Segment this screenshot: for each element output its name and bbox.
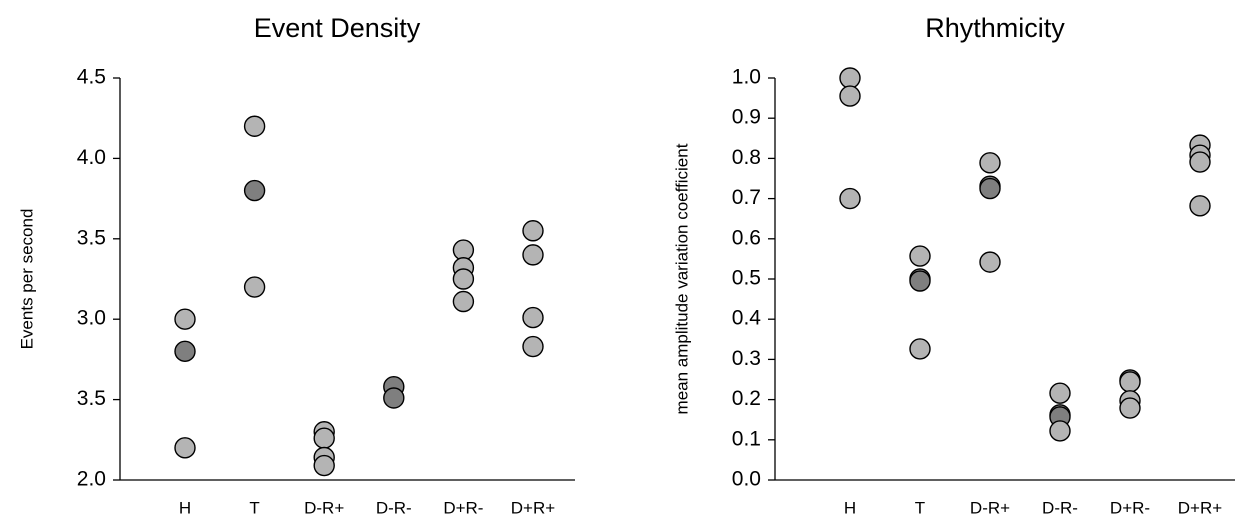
y-tick-label: 0.3 (732, 347, 761, 370)
point (522, 335, 544, 358)
point (243, 276, 266, 298)
point (383, 387, 405, 409)
y-tick-label: 3.0 (77, 307, 106, 330)
x-tick-label: D-R+ (304, 498, 344, 517)
point (313, 454, 335, 477)
point (452, 268, 475, 290)
y-tick-label: 0.7 (732, 186, 761, 209)
y-tick-label: 0.0 (732, 468, 761, 491)
point (979, 251, 1001, 273)
point (979, 177, 1001, 200)
y-axis-label: mean amplitude variation coefficient (672, 143, 691, 414)
y-tick-label: 0.6 (732, 226, 761, 249)
point (839, 187, 861, 210)
y-tick-label: 1.0 (732, 66, 761, 89)
point (243, 115, 266, 137)
point (839, 85, 861, 107)
point (1189, 195, 1211, 217)
x-tick-label: D-R- (1042, 498, 1078, 517)
x-tick-label: T (915, 498, 925, 517)
point (522, 220, 544, 242)
x-tick-label: H (179, 498, 191, 517)
point (522, 306, 544, 329)
y-tick-label: 0.5 (732, 267, 761, 290)
point (1119, 371, 1141, 393)
point (1189, 151, 1211, 173)
y-tick-label: 4.5 (77, 66, 106, 89)
x-tick-label: D+R- (1110, 498, 1150, 517)
point (243, 179, 266, 202)
point (909, 270, 931, 292)
x-tick-label: D+R+ (1178, 498, 1222, 517)
point (979, 152, 1001, 174)
point (839, 67, 861, 89)
y-tick-label: 0.8 (732, 146, 761, 169)
x-tick-label: D-R- (376, 498, 412, 517)
y-tick-label: 3.5 (77, 387, 106, 410)
x-tick-label: T (249, 498, 259, 517)
point (1049, 382, 1071, 404)
point (452, 290, 475, 313)
x-tick-label: D-R+ (970, 498, 1010, 517)
point (174, 437, 196, 459)
y-tick-label: 0.2 (732, 387, 761, 410)
point (522, 244, 544, 266)
point (1119, 397, 1141, 419)
y-tick-label: 2.0 (77, 468, 106, 491)
point (174, 308, 196, 330)
chart-title: Event Density (254, 13, 421, 43)
y-tick-label: 3.5 (77, 226, 106, 249)
point (909, 245, 931, 267)
x-tick-label: D+R+ (511, 498, 555, 517)
point (313, 427, 335, 449)
point (1049, 420, 1071, 442)
y-tick-label: 0.1 (732, 427, 761, 450)
chart-title: Rhythmicity (925, 13, 1065, 43)
point (909, 338, 931, 360)
x-tick-label: D+R- (443, 498, 483, 517)
x-tick-label: H (844, 498, 856, 517)
y-tick-label: 0.9 (732, 106, 761, 129)
y-tick-label: 4.0 (77, 146, 106, 169)
y-tick-label: 0.4 (732, 307, 762, 330)
y-axis-label: Events per second (17, 209, 36, 350)
point (174, 340, 196, 363)
